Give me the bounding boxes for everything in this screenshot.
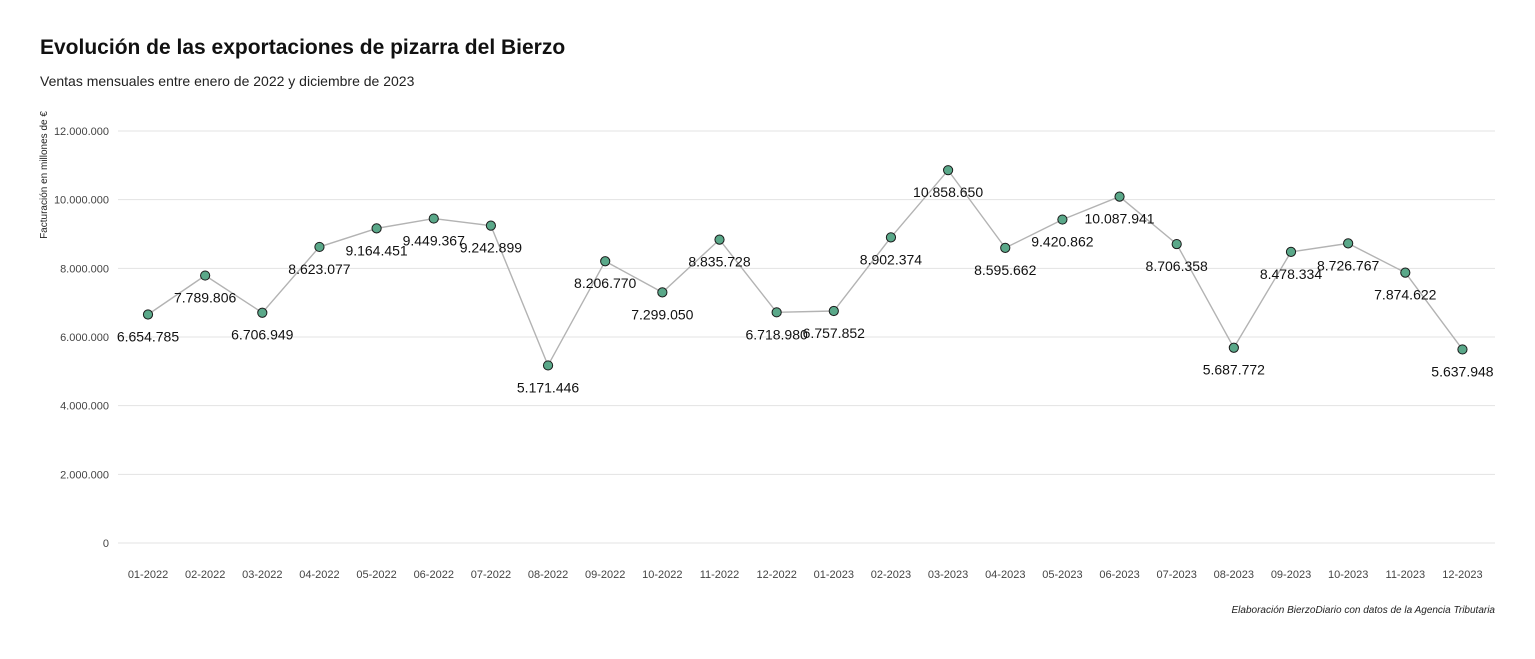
data-label: 8.902.374 bbox=[860, 251, 922, 267]
data-label: 6.654.785 bbox=[117, 329, 179, 345]
x-tick-label: 09-2023 bbox=[1271, 569, 1311, 581]
x-tick-label: 07-2023 bbox=[1157, 569, 1197, 581]
data-point bbox=[1000, 242, 1011, 253]
data-label: 7.299.050 bbox=[631, 306, 693, 322]
gridlines bbox=[118, 130, 1495, 544]
x-tick-label: 06-2023 bbox=[1099, 569, 1139, 581]
data-points bbox=[142, 165, 1468, 371]
data-label: 9.242.899 bbox=[460, 240, 522, 256]
x-tick-label: 08-2023 bbox=[1214, 569, 1254, 581]
x-tick-label: 10-2023 bbox=[1328, 569, 1368, 581]
data-label: 7.874.622 bbox=[1374, 287, 1436, 303]
data-label: 8.726.767 bbox=[1317, 257, 1379, 273]
data-point bbox=[1114, 191, 1125, 202]
data-point bbox=[1457, 344, 1468, 355]
data-label: 5.171.446 bbox=[517, 379, 579, 395]
x-tick-label: 12-2023 bbox=[1442, 569, 1482, 581]
x-tick-label: 12-2022 bbox=[756, 569, 796, 581]
data-label: 8.706.358 bbox=[1146, 258, 1208, 274]
data-label: 8.835.728 bbox=[688, 254, 750, 270]
data-point bbox=[1285, 246, 1297, 258]
data-label: 5.687.772 bbox=[1203, 362, 1265, 378]
x-tick-label: 02-2023 bbox=[871, 569, 911, 581]
series-line bbox=[147, 169, 1464, 368]
y-tick-label: 4.000.000 bbox=[60, 401, 109, 413]
data-labels: 6.654.785 7.789.806 6.706.949 8.623.077 9.16… bbox=[117, 184, 1494, 395]
data-label: 6.718.980 bbox=[746, 326, 808, 342]
data-point bbox=[1400, 267, 1411, 278]
data-label: 6.706.949 bbox=[231, 327, 293, 343]
chart-subtitle: Ventas mensuales entre enero de 2022 y d… bbox=[40, 73, 415, 89]
x-tick-label: 11-2022 bbox=[700, 569, 740, 581]
data-point bbox=[371, 223, 382, 234]
data-point bbox=[885, 232, 897, 243]
data-label: 10.858.650 bbox=[913, 184, 983, 200]
data-point bbox=[1171, 238, 1182, 250]
y-axis-ticks: 0 2.000.000 4.000.000 6.000.000 8.000.000 10.… bbox=[54, 126, 109, 550]
data-label: 8.623.077 bbox=[288, 261, 350, 277]
x-tick-label: 04-2022 bbox=[299, 569, 339, 581]
data-point bbox=[142, 309, 154, 320]
x-tick-label: 03-2023 bbox=[928, 569, 968, 581]
data-point bbox=[714, 234, 725, 245]
data-point bbox=[600, 256, 611, 267]
data-point bbox=[1057, 214, 1068, 225]
y-tick-label: 8.000.000 bbox=[60, 263, 109, 275]
x-tick-label: 09-2022 bbox=[585, 569, 625, 581]
data-point bbox=[542, 360, 554, 371]
x-tick-label: 08-2022 bbox=[528, 569, 568, 581]
data-point bbox=[771, 307, 782, 318]
x-tick-label: 04-2023 bbox=[985, 569, 1025, 581]
y-tick-label: 12.000.000 bbox=[54, 126, 109, 138]
data-point bbox=[428, 213, 439, 224]
data-label: 9.164.451 bbox=[345, 242, 407, 258]
y-tick-label: 0 bbox=[103, 538, 109, 550]
data-point bbox=[1343, 238, 1354, 249]
chart-caption: Elaboración BierzoDiario con datos de la… bbox=[1231, 605, 1495, 616]
y-tick-label: 10.000.000 bbox=[54, 195, 109, 207]
data-label: 8.478.334 bbox=[1260, 266, 1322, 282]
data-label: 10.087.941 bbox=[1085, 211, 1155, 227]
x-axis-ticks: 01-2022 02-2022 03-2022 04-2022 05-2022 06-20… bbox=[128, 569, 1483, 581]
y-tick-label: 2.000.000 bbox=[60, 469, 109, 481]
data-label: 8.595.662 bbox=[974, 262, 1036, 278]
data-label: 5.637.948 bbox=[1431, 363, 1493, 379]
x-tick-label: 06-2022 bbox=[414, 569, 454, 581]
data-point bbox=[314, 241, 325, 253]
data-label: 8.206.770 bbox=[574, 275, 636, 291]
x-tick-label: 01-2023 bbox=[814, 569, 854, 581]
x-tick-label: 11-2023 bbox=[1386, 569, 1426, 581]
data-label: 9.420.862 bbox=[1031, 234, 1093, 250]
y-tick-label: 6.000.000 bbox=[60, 332, 109, 344]
data-label: 6.757.852 bbox=[803, 325, 865, 341]
x-tick-label: 05-2022 bbox=[356, 569, 396, 581]
x-tick-label: 07-2022 bbox=[471, 569, 511, 581]
x-tick-label: 02-2022 bbox=[185, 569, 225, 581]
data-point bbox=[200, 270, 211, 281]
data-point bbox=[657, 287, 668, 298]
y-axis-label: Facturación en millones de € bbox=[39, 111, 50, 239]
x-tick-label: 01-2022 bbox=[128, 569, 168, 581]
data-point bbox=[943, 165, 954, 176]
data-point bbox=[485, 220, 496, 231]
data-label: 9.449.367 bbox=[403, 233, 465, 249]
x-tick-label: 05-2023 bbox=[1042, 569, 1082, 581]
data-label: 7.789.806 bbox=[174, 290, 236, 306]
x-tick-label: 10-2022 bbox=[642, 569, 682, 581]
chart-title: Evolución de las exportaciones de pizarr… bbox=[40, 36, 566, 59]
x-tick-label: 03-2022 bbox=[242, 569, 282, 581]
data-point bbox=[257, 307, 268, 318]
data-point bbox=[1228, 342, 1239, 353]
data-point bbox=[828, 305, 839, 317]
